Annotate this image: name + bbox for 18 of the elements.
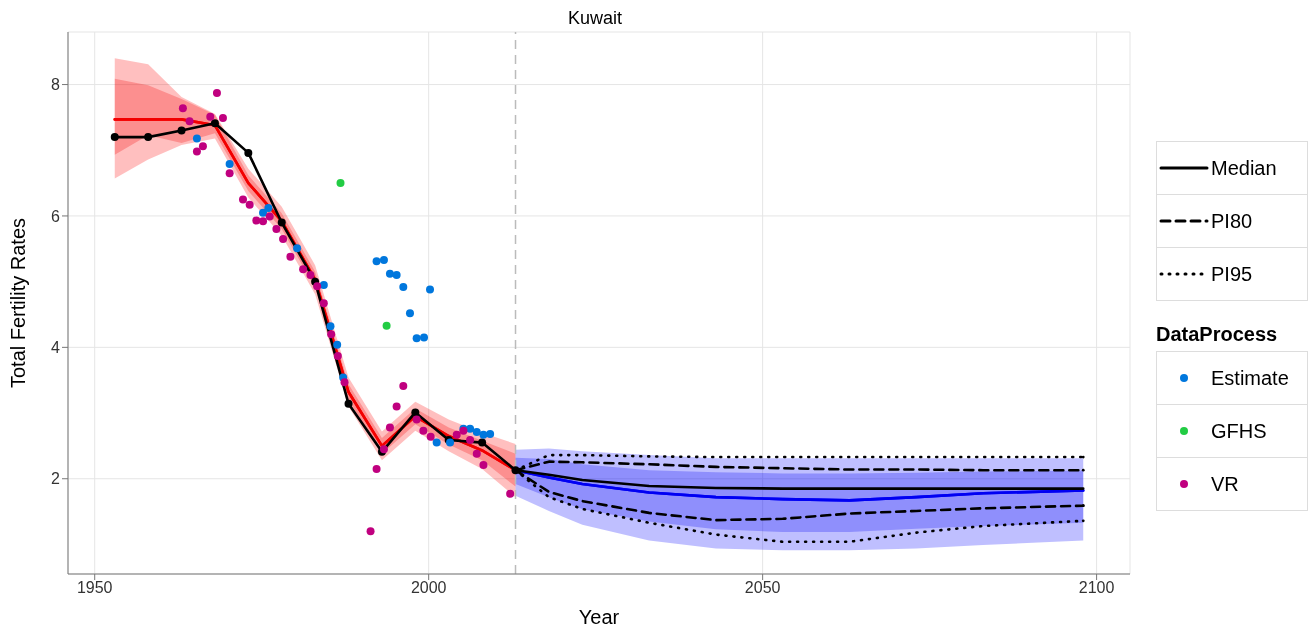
legend-title: DataProcess: [1156, 323, 1279, 346]
legend-label: Estimate: [1211, 366, 1289, 390]
x-tick-label: 2100: [1078, 579, 1115, 597]
x-tick-label: 2050: [744, 579, 781, 597]
y-tick-label: 2: [51, 470, 61, 488]
legend-label: VR: [1211, 472, 1239, 496]
legend-label: Median: [1211, 156, 1277, 180]
x-tick-label: 2000: [410, 579, 447, 597]
legend-label: PI95: [1211, 262, 1253, 286]
legend-label: PI80: [1211, 209, 1253, 233]
y-tick-label: 8: [51, 76, 61, 94]
chart-title: Kuwait: [567, 8, 623, 29]
y-tick-label: 6: [51, 207, 61, 225]
y-axis-title: Total Fertility Rates: [7, 217, 30, 389]
x-axis-title: Year: [578, 606, 620, 628]
legend-label: GFHS: [1211, 419, 1267, 443]
x-tick-label: 1950: [76, 579, 113, 597]
y-tick-label: 4: [51, 339, 61, 357]
